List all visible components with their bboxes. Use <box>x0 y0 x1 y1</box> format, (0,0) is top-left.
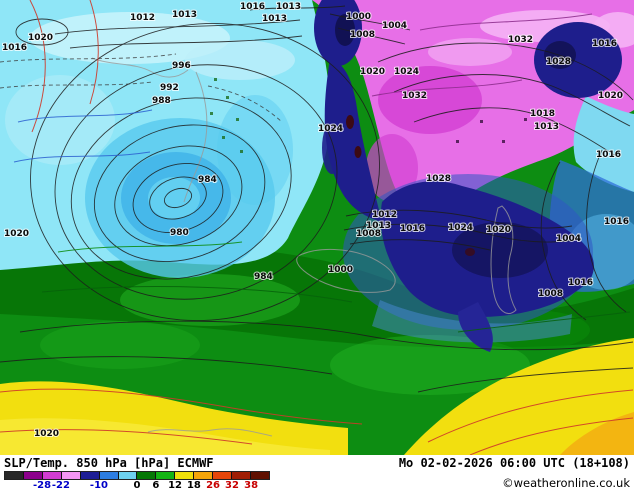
legend-segment <box>232 472 251 479</box>
pressure-label: 1012 <box>372 210 397 220</box>
isobar-contours <box>0 5 634 393</box>
legend-segment <box>5 472 24 479</box>
pressure-label: 984 <box>254 272 273 282</box>
terrain-speckles <box>210 78 243 153</box>
pressure-label: 1024 <box>448 223 473 233</box>
pressure-label: 1004 <box>556 234 581 244</box>
pressure-label: 1013 <box>276 2 301 12</box>
pressure-label: 1008 <box>350 30 375 40</box>
legend-tick: 38 <box>244 480 259 491</box>
dashed-contours <box>0 53 283 123</box>
pressure-label: 1013 <box>534 122 559 132</box>
legend-tick: 18 <box>186 480 201 491</box>
legend-tick: -28 <box>32 480 52 491</box>
temperature-fill-regions <box>0 0 634 455</box>
pressure-label: 1013 <box>172 10 197 20</box>
legend-segment <box>99 472 119 479</box>
pressure-label: 1013 <box>366 221 391 231</box>
pressure-label: 1016 <box>2 43 27 53</box>
legend-segment <box>175 472 195 479</box>
legend-tick: 0 <box>133 480 141 491</box>
legend-tick: 12 <box>168 480 182 491</box>
legend-tick: 32 <box>224 480 239 491</box>
pressure-label: 1024 <box>318 124 343 134</box>
legend-tick: -10 <box>89 480 108 491</box>
legend-segment <box>23 472 43 479</box>
legend-segment <box>194 472 214 479</box>
pressure-label: 1032 <box>402 91 427 101</box>
warm-isotherms <box>0 0 634 455</box>
pressure-label: 1008 <box>356 229 381 239</box>
pressure-label: 1012 <box>130 13 155 23</box>
footer: SLP/Temp. 850 hPa [hPa] ECMWF Mo 02-02-2… <box>0 455 634 491</box>
pressure-label: 1020 <box>28 33 53 43</box>
chart-title: SLP/Temp. 850 hPa [hPa] ECMWF <box>4 456 214 470</box>
pressure-label: 1016 <box>604 217 629 227</box>
pressure-label: 1020 <box>4 229 29 239</box>
pressure-label: 1032 <box>508 35 533 45</box>
legend-segment <box>137 472 157 479</box>
pressure-label: 1000 <box>346 12 371 22</box>
legend-segment <box>61 472 81 479</box>
temperature-legend: -28 -22 -10 0 6 12 18 26 32 38 <box>4 471 270 491</box>
chart-datetime: Mo 02-02-2026 06:00 UTC (18+108) <box>398 456 630 470</box>
legend-segment <box>156 472 176 479</box>
legend-segment <box>118 472 138 479</box>
legend-tick: 26 <box>206 480 221 491</box>
pressure-label: 1024 <box>394 67 419 77</box>
legend-colorbar <box>4 471 270 480</box>
cold-isotherms <box>13 13 631 333</box>
coastlines <box>91 57 517 437</box>
legend-tick: -22 <box>51 480 70 491</box>
pressure-label: 1013 <box>262 14 287 24</box>
pressure-label: 996 <box>172 61 191 71</box>
map-canvas: 1020 1016 1012 1013 1016 1013 1013 1000 1004 1008… <box>0 0 634 455</box>
pressure-label: 1016 <box>568 278 593 288</box>
pressure-label: 1016 <box>240 2 265 12</box>
pressure-label: 1018 <box>530 109 555 119</box>
pressure-label: 1020 <box>360 67 385 77</box>
pressure-label: 1016 <box>596 150 621 160</box>
legend-segment <box>213 472 233 479</box>
pressure-label: 1020 <box>598 91 623 101</box>
pressure-label: 1028 <box>546 57 571 67</box>
legend-segment <box>42 472 62 479</box>
pressure-label: 1028 <box>426 174 451 184</box>
pressure-label: 1020 <box>34 429 59 439</box>
pressure-label: 1000 <box>328 265 353 275</box>
pressure-label: 1020 <box>486 225 511 235</box>
pressure-label: 984 <box>198 175 217 185</box>
legend-tick-row: -28 -22 -10 0 6 12 18 26 32 38 <box>4 480 270 491</box>
pressure-label: 1004 <box>382 21 407 31</box>
cold-speckles <box>456 118 527 143</box>
legend-segment <box>250 472 269 479</box>
pressure-label: 988 <box>152 96 171 106</box>
pressure-label: 1008 <box>538 289 563 299</box>
pressure-label: 992 <box>160 83 179 93</box>
legend-segment <box>80 472 100 479</box>
pressure-label: 980 <box>170 228 189 238</box>
pressure-label: 1016 <box>592 39 617 49</box>
pressure-label: 1016 <box>400 224 425 234</box>
copyright: ©weatheronline.co.uk <box>502 476 630 490</box>
legend-tick: 6 <box>152 480 160 491</box>
